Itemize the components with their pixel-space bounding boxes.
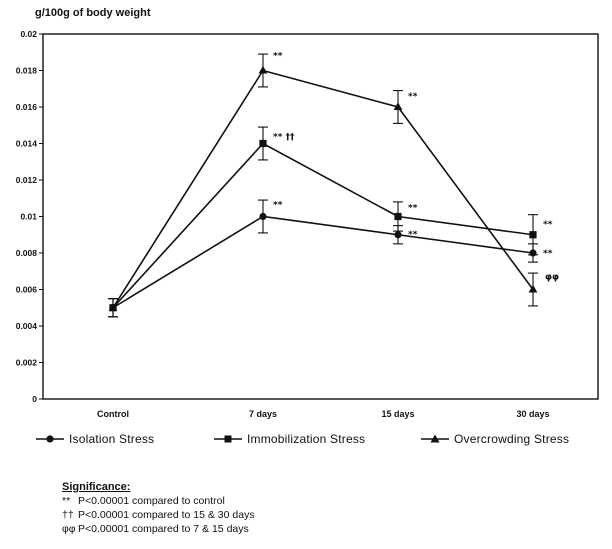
significance-line: ** P<0.00001 compared to control <box>62 494 255 508</box>
error-bars <box>108 53 538 318</box>
y-tick-label: 0 <box>32 394 37 404</box>
y-tick-label: 0.012 <box>16 175 38 185</box>
circle-marker-icon <box>36 435 64 443</box>
legend-label: Immobilization Stress <box>247 432 366 446</box>
data-point <box>528 284 538 293</box>
legend-label: Isolation Stress <box>69 432 155 446</box>
data-label: φφ <box>545 273 559 283</box>
y-tick-label: 0.002 <box>16 358 38 368</box>
legend-item-overcrowding: Overcrowding Stress <box>420 428 569 450</box>
y-tick-label: 0.02 <box>20 29 37 39</box>
significance-line: †† P<0.00001 compared to 15 & 30 days <box>62 508 255 522</box>
line-chart: g/100g of body weight 0 0.002 0.004 0.006 0.… <box>16 7 599 419</box>
legend-label: Overcrowding Stress <box>454 432 570 446</box>
series-line <box>112 69 534 309</box>
significance-text: P<0.00001 compared to 7 & 15 days <box>78 523 249 535</box>
significance-note: Significance: ** P<0.00001 compared to co… <box>62 480 255 536</box>
legend-item-immobilization: Immobilization Stress <box>213 428 365 450</box>
significance-symbol: ** <box>62 495 71 507</box>
axes: 0 0.002 0.004 0.006 0.008 0.01 0.012 0.014 0.016… <box>16 29 599 419</box>
significance-title: Significance: <box>62 481 131 493</box>
y-tick-label: 0.016 <box>16 102 38 112</box>
y-tick-label: 0.018 <box>16 66 38 76</box>
data-label: ** <box>273 52 283 62</box>
data-point <box>259 139 267 148</box>
y-tick-label: 0.004 <box>16 321 38 331</box>
data-point <box>529 231 537 239</box>
significance-symbol: φφ <box>62 523 76 535</box>
data-label: ** <box>543 220 553 230</box>
data-label: ** <box>408 92 418 102</box>
significance-symbol: †† <box>62 509 74 521</box>
significance-text: P<0.00001 compared to control <box>78 495 225 507</box>
data-point <box>108 302 118 311</box>
data-label: ** †† <box>273 133 295 143</box>
series-lines <box>112 69 534 309</box>
data-point <box>258 65 268 74</box>
triangle-marker-icon <box>421 434 449 443</box>
data-label: ** <box>543 249 553 259</box>
data-label: ** <box>408 204 418 214</box>
y-tick-label: 0.01 <box>20 212 37 222</box>
legend-item-isolation: Isolation Stress <box>35 428 154 450</box>
x-tick-label: 7 days <box>249 409 277 419</box>
x-tick-label: 30 days <box>516 409 549 419</box>
series-markers <box>108 65 538 312</box>
series-line <box>112 215 534 309</box>
data-label: ** <box>273 201 283 211</box>
significance-line: φφ P<0.00001 compared to 7 & 15 days <box>62 522 255 536</box>
data-point <box>394 231 402 239</box>
plot-frame <box>42 33 599 400</box>
significance-text: P<0.00001 compared to 15 & 30 days <box>78 509 255 521</box>
data-point <box>529 249 537 257</box>
x-tick-label: 15 days <box>381 409 414 419</box>
series-line <box>112 142 534 309</box>
x-tick-label: Control <box>97 409 129 419</box>
data-label: ** <box>408 230 418 240</box>
y-tick-label: 0.008 <box>16 248 38 258</box>
y-tick-label: 0.006 <box>16 285 38 295</box>
data-point <box>394 212 402 221</box>
data-point <box>393 102 403 110</box>
data-point <box>259 212 267 221</box>
y-tick-label: 0.014 <box>16 139 38 149</box>
y-axis-label: g/100g of body weight <box>35 7 151 19</box>
square-marker-icon <box>214 435 242 443</box>
legend: Isolation Stress Immobilization Stress O… <box>35 428 610 450</box>
significance-annotations: ** ** ** ** †† ** ** ** ** φφ <box>273 52 559 283</box>
